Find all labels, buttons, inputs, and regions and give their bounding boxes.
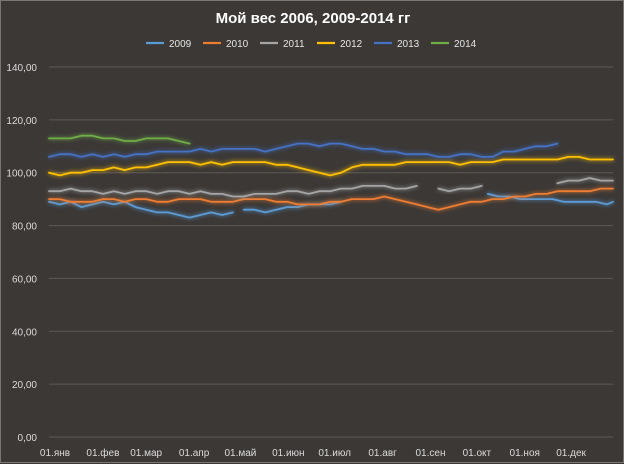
y-tick-label: 0,00	[18, 433, 38, 444]
y-tick-label: 40,00	[12, 327, 37, 338]
series-line-2009	[48, 200, 234, 219]
chart-title: Мой вес 2006, 2009-2014 гг	[216, 10, 411, 27]
legend-label-2009: 2009	[169, 39, 192, 50]
x-tick-label: 01.сен	[415, 448, 445, 459]
y-tick-label: 140,00	[6, 63, 37, 74]
x-tick-label: 01.дек	[556, 448, 586, 459]
x-tick-label: 01.авг	[368, 448, 397, 459]
series-line-2014	[48, 134, 191, 145]
x-tick-label: 01.янв	[40, 448, 70, 459]
series-line-2010	[48, 187, 614, 211]
legend-label-2013: 2013	[397, 39, 420, 50]
x-tick-label: 01.апр	[179, 448, 210, 459]
x-axis-ticks: 01.янв 01.фев 01.мар 01.апр 01.май 01.июн 01.и…	[40, 447, 587, 459]
legend-label-2011: 2011	[283, 39, 305, 50]
legend: 2009 2010 2011 2012 2013 2014	[146, 39, 477, 50]
series-line-2013	[48, 142, 559, 158]
x-tick-label: 01.ноя	[510, 448, 540, 459]
series-line-2011b	[437, 184, 483, 193]
x-tick-label: 01.фев	[86, 447, 119, 459]
y-tick-label: 100,00	[6, 169, 37, 180]
x-tick-label: 01.окт	[463, 448, 492, 459]
series-line-2009c	[486, 192, 614, 206]
y-tick-label: 120,00	[6, 116, 37, 127]
x-tick-label: 01.июл	[318, 448, 351, 459]
legend-label-2010: 2010	[226, 39, 249, 50]
y-tick-label: 60,00	[12, 274, 37, 285]
x-tick-label: 01.май	[224, 448, 256, 459]
series-lines	[48, 134, 614, 219]
legend-label-2014: 2014	[454, 39, 477, 50]
series-line-2011	[48, 184, 418, 198]
series-line-2012	[48, 155, 614, 177]
x-tick-label: 01.мар	[130, 448, 162, 459]
series-line-2011c	[556, 177, 614, 185]
y-axis-ticks: 0,00 20,00 40,00 60,00 80,00 100,00 120,00 140,…	[6, 63, 37, 444]
legend-label-2012: 2012	[340, 39, 363, 50]
y-tick-label: 20,00	[12, 380, 37, 391]
series-line-2009b	[242, 200, 342, 214]
x-tick-label: 01.июн	[272, 448, 305, 459]
grid-lines	[49, 66, 613, 438]
y-tick-label: 80,00	[12, 222, 37, 233]
